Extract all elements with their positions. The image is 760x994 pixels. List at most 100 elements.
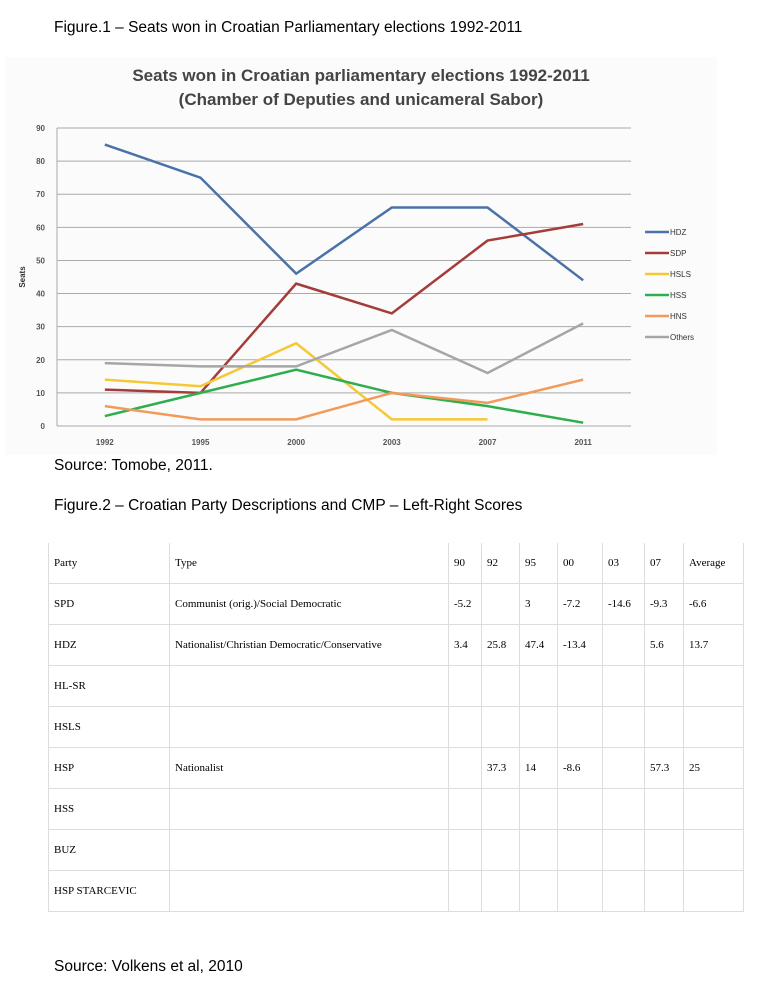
table-cell: 3 [519, 583, 558, 625]
table-cell [519, 788, 558, 830]
table-cell [481, 829, 520, 871]
table-cell [602, 706, 645, 748]
x-tick-label: 1992 [96, 438, 114, 447]
table-cell: 57.3 [644, 747, 684, 789]
table-row: HSP Nationalist 37.3 14 -8.6 57.3 25 [48, 747, 744, 789]
y-tick-label: 30 [36, 323, 45, 332]
table-cell [448, 829, 482, 871]
x-tick-label: 1995 [192, 438, 210, 447]
table-cell [602, 870, 645, 912]
table-row: HSP STARCEVIC [48, 870, 744, 912]
table-row: HSS [48, 788, 744, 830]
y-tick-label: 0 [41, 422, 46, 431]
column-header: 90 [448, 543, 482, 584]
figure2-caption: Figure.2 – Croatian Party Descriptions a… [54, 497, 523, 514]
table-cell [169, 665, 449, 707]
table-cell: 47.4 [519, 624, 558, 666]
x-tick-label: 2003 [383, 438, 401, 447]
table-cell [644, 829, 684, 871]
table-cell [644, 788, 684, 830]
column-header: Party [48, 543, 170, 584]
table-cell [519, 665, 558, 707]
table-cell [519, 829, 558, 871]
table-cell [448, 788, 482, 830]
table-row: HSLS [48, 706, 744, 748]
table-cell [448, 870, 482, 912]
column-header: 95 [519, 543, 558, 584]
series-line-others [104, 322, 584, 375]
table-cell: -14.6 [602, 583, 645, 625]
table-cell: 13.7 [683, 624, 744, 666]
table-cell [683, 665, 744, 707]
series-line-hdz [104, 143, 584, 282]
table-cell [169, 870, 449, 912]
table-row: HL-SR [48, 665, 744, 707]
table-cell [481, 870, 520, 912]
table-cell [557, 829, 603, 871]
table-cell [557, 706, 603, 748]
table-cell [602, 829, 645, 871]
table-cell [169, 788, 449, 830]
table-cell: 3.4 [448, 624, 482, 666]
table-cell: -8.6 [557, 747, 603, 789]
column-header: 00 [557, 543, 603, 584]
table-cell [683, 706, 744, 748]
table-cell: 37.3 [481, 747, 520, 789]
table-cell: 25.8 [481, 624, 520, 666]
series-line-sdp [104, 222, 584, 395]
y-tick-label: 80 [36, 157, 45, 166]
table-cell [557, 788, 603, 830]
table-cell [481, 665, 520, 707]
table-cell [448, 706, 482, 748]
table-cell: -5.2 [448, 583, 482, 625]
x-tick-label: 2007 [479, 438, 497, 447]
table-cell [602, 665, 645, 707]
table-cell [683, 870, 744, 912]
table-cell [169, 829, 449, 871]
legend-label: HSLS [670, 270, 691, 279]
column-header: 03 [602, 543, 645, 584]
legend-label: HDZ [670, 228, 687, 237]
series-line-hss [104, 368, 584, 424]
y-tick-label: 10 [36, 389, 45, 398]
table-cell: -6.6 [683, 583, 744, 625]
table-cell: 14 [519, 747, 558, 789]
series-line-hns [104, 378, 584, 421]
column-header: 92 [481, 543, 520, 584]
table-cell: Nationalist/Christian Democratic/Conserv… [169, 624, 449, 666]
figure1-caption: Figure.1 – Seats won in Croatian Parliam… [54, 19, 523, 36]
table-cell: 5.6 [644, 624, 684, 666]
chart-title: Seats won in Croatian parliamentary elec… [132, 66, 589, 85]
table-cell [683, 829, 744, 871]
table-cell [169, 706, 449, 748]
table-cell [602, 788, 645, 830]
seats-chart: Seats won in Croatian parliamentary elec… [5, 57, 717, 455]
y-axis-label: Seats [18, 266, 27, 288]
column-header: 07 [644, 543, 684, 584]
table-row: BUZ [48, 829, 744, 871]
y-tick-label: 70 [36, 190, 45, 199]
table-cell [448, 665, 482, 707]
table-cell: SPD [48, 583, 170, 625]
series-line-hsls [104, 341, 488, 421]
table-cell: HSP [48, 747, 170, 789]
table-cell: HSP STARCEVIC [48, 870, 170, 912]
table-cell [481, 706, 520, 748]
table-cell [481, 583, 520, 625]
table-cell [644, 706, 684, 748]
figure1-source: Source: Tomobe, 2011. [54, 457, 213, 474]
table-cell: Nationalist [169, 747, 449, 789]
table-cell: -7.2 [557, 583, 603, 625]
table-cell [683, 788, 744, 830]
table-cell: 25 [683, 747, 744, 789]
legend-label: SDP [670, 249, 686, 258]
table-cell: HL-SR [48, 665, 170, 707]
y-tick-label: 60 [36, 223, 45, 232]
table-cell [519, 706, 558, 748]
table-header-row: Party Type 90 92 95 00 03 07 Average [48, 543, 744, 584]
chart-svg: Seats won in Croatian parliamentary elec… [18, 66, 694, 447]
table-cell [602, 624, 645, 666]
legend-label: Others [670, 333, 694, 342]
column-header: Average [683, 543, 744, 584]
table-cell [448, 747, 482, 789]
